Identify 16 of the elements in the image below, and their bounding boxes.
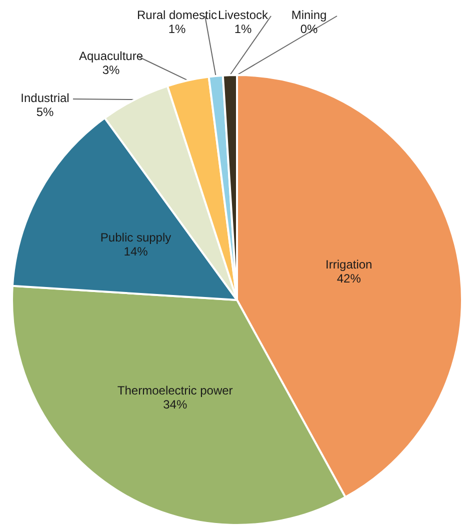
data-label: 34% <box>163 398 188 412</box>
text: 0% <box>300 22 318 36</box>
category-label: Mining <box>291 8 327 22</box>
slice-label: Public supply <box>100 230 172 244</box>
data-label: 5% <box>36 105 54 119</box>
data-label: 3% <box>102 63 120 77</box>
data-label: 14% <box>124 244 148 258</box>
slice-label: Livestock <box>218 8 270 22</box>
data-label: 42% <box>336 271 362 286</box>
slice-label: Thermoelectric power <box>117 384 233 398</box>
data-label: 1% <box>168 22 186 36</box>
slice-label: Rural domestic <box>136 8 218 22</box>
data-label: 1% <box>234 22 252 36</box>
slice-label: Aquaculture <box>78 49 144 63</box>
slice-label: Industrial <box>20 91 70 105</box>
slice-label: Irrigation <box>326 257 372 272</box>
